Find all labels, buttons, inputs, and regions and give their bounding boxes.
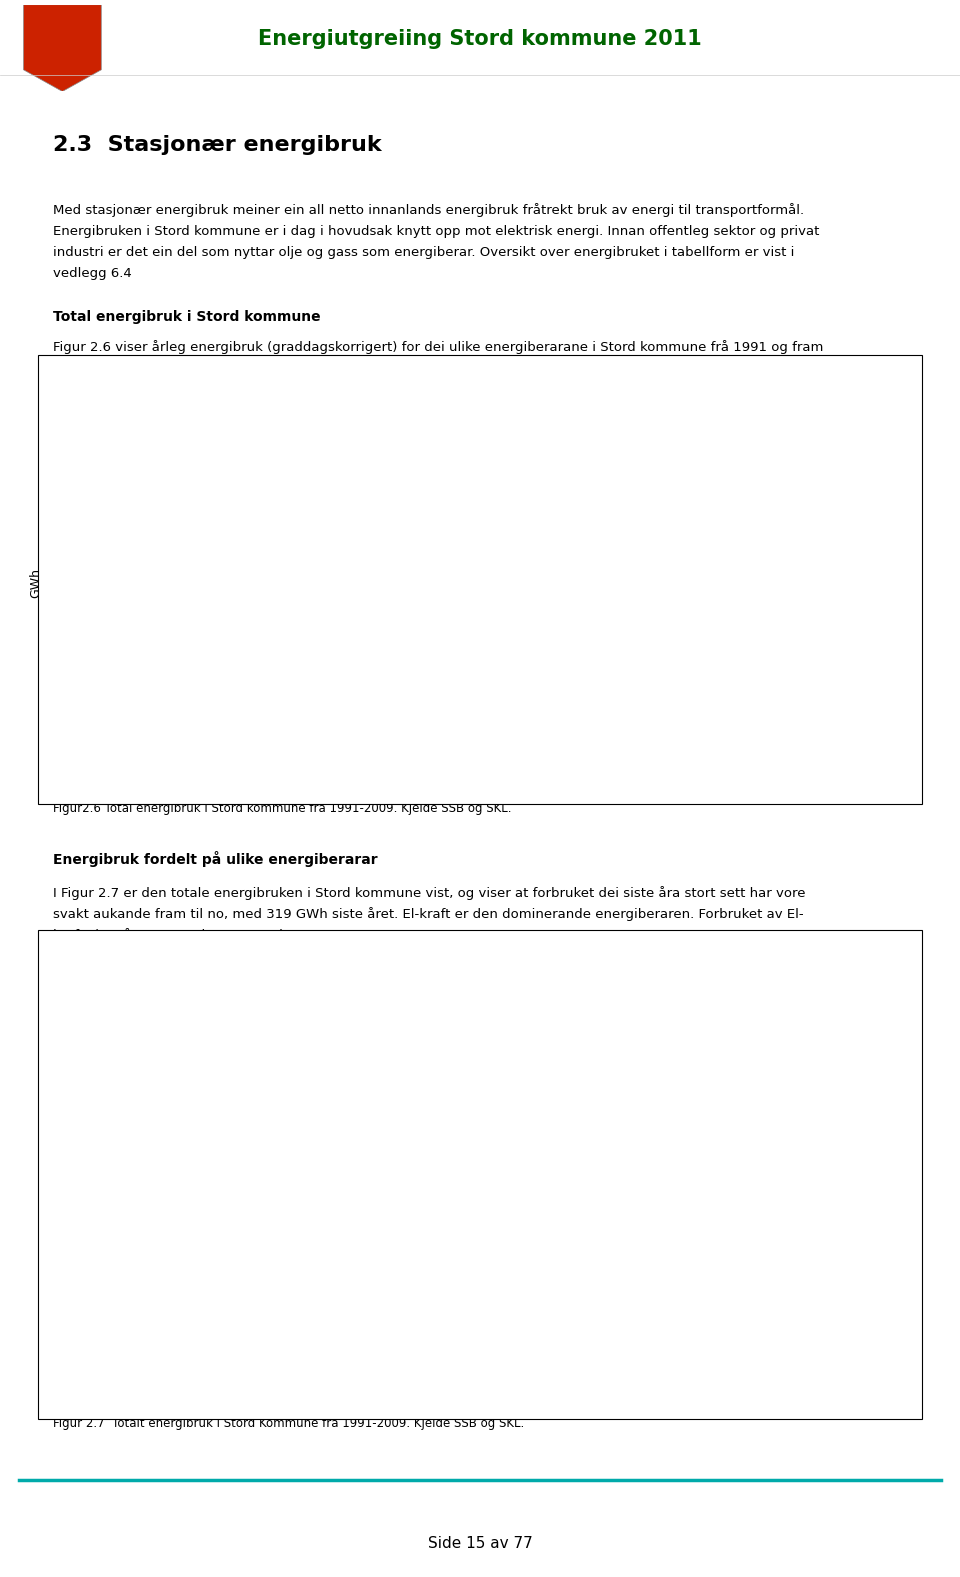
Bar xyxy=(197,432,206,773)
Bar xyxy=(497,762,507,773)
Bar xyxy=(735,735,776,759)
Text: El.kraft: El.kraft xyxy=(753,1269,797,1282)
Text: I Figur 2.7 er den totale energibruken i Stord kommune vist, og viser at forbruk: I Figur 2.7 er den totale energibruken i… xyxy=(53,886,805,899)
Text: Figur2.6 Total energibruk i Stord kommune frå 1991-2009. Kjelde SSB og SKL.: Figur2.6 Total energibruk i Stord kommun… xyxy=(53,801,512,815)
Text: Med stasjonær energibruk meiner ein all netto innanlands energibruk fråtrekt bru: Med stasjonær energibruk meiner ein all … xyxy=(53,203,804,216)
Bar xyxy=(207,440,217,773)
Text: svakt aukande fram til no, med 319 GWh siste året. El-kraft er den dominerande e: svakt aukande fram til no, med 319 GWh s… xyxy=(53,907,804,921)
Text: vedlegg 6.4: vedlegg 6.4 xyxy=(53,267,132,281)
Text: industri er det ein del som nyttar olje og gass som energiberar. Oversikt over e: industri er det ein del som nyttar olje … xyxy=(53,246,794,259)
Bar xyxy=(695,1192,739,1227)
Bar xyxy=(165,460,175,773)
Bar xyxy=(695,1058,739,1093)
Text: Figur 2.7  Totalt energibruk i Stord Kommune frå 1991-2009. Kjelde SSB og SKL.: Figur 2.7 Totalt energibruk i Stord Komm… xyxy=(53,1416,524,1430)
Bar xyxy=(611,744,620,773)
Bar xyxy=(735,550,776,574)
Text: 2005: 2005 xyxy=(791,591,821,604)
Y-axis label: GWh: GWh xyxy=(30,568,43,599)
Bar xyxy=(144,467,154,773)
Text: 2008: 2008 xyxy=(791,703,821,716)
Text: 1995: 1995 xyxy=(791,443,821,456)
Bar xyxy=(112,505,122,773)
Title: Totalforbruk fra ulike energiberarar i kommunen: Totalforbruk fra ulike energiberarar i k… xyxy=(195,371,612,386)
Text: 2000: 2000 xyxy=(791,481,821,494)
Text: til 2009.: til 2009. xyxy=(53,361,108,375)
Bar xyxy=(434,754,444,773)
FancyBboxPatch shape xyxy=(686,1049,896,1304)
Text: 2009: 2009 xyxy=(791,740,821,752)
Y-axis label: GWh: GWh xyxy=(47,1167,60,1199)
Text: Olje/parafin: Olje/parafin xyxy=(753,1135,826,1148)
Text: Energibruken i Stord kommune er i dag i hovudsak knytt opp mot elektrisk energi.: Energibruken i Stord kommune er i dag i … xyxy=(53,224,819,238)
Bar xyxy=(300,749,309,773)
Bar xyxy=(278,744,288,773)
Bar xyxy=(508,762,517,773)
Bar xyxy=(363,743,372,773)
Bar xyxy=(674,759,684,773)
Bar xyxy=(589,746,599,773)
Bar xyxy=(133,487,143,773)
Bar xyxy=(695,1126,739,1161)
Bar xyxy=(444,763,454,773)
Bar xyxy=(642,735,652,773)
Text: 2006: 2006 xyxy=(791,629,821,642)
Bar xyxy=(352,740,362,773)
Bar xyxy=(579,746,588,773)
Text: 2007: 2007 xyxy=(791,665,821,678)
Bar xyxy=(123,483,132,773)
Bar xyxy=(321,738,330,773)
Text: Energiutgreiing Stord kommune 2011: Energiutgreiing Stord kommune 2011 xyxy=(258,30,702,49)
FancyBboxPatch shape xyxy=(724,402,901,762)
Text: 2003: 2003 xyxy=(791,517,821,530)
Bar xyxy=(342,743,351,773)
Bar xyxy=(632,744,641,773)
Bar xyxy=(735,587,776,610)
Text: kraft siste året var omlag 265 GWh.: kraft siste året var omlag 265 GWh. xyxy=(53,929,292,941)
Text: 2004: 2004 xyxy=(791,555,821,568)
Text: Total energibruk i Stord kommune: Total energibruk i Stord kommune xyxy=(53,311,321,323)
Bar xyxy=(663,744,673,773)
Bar xyxy=(476,755,486,773)
Bar xyxy=(600,747,610,773)
Bar xyxy=(735,476,776,500)
Bar xyxy=(735,661,776,684)
Bar xyxy=(487,762,496,773)
Bar xyxy=(268,735,277,773)
Bar xyxy=(735,699,776,722)
Bar xyxy=(653,744,662,773)
Text: Biobrensel: Biobrensel xyxy=(753,1202,818,1214)
Bar xyxy=(176,460,185,773)
Text: Side 15 av 77: Side 15 av 77 xyxy=(427,1536,533,1552)
Bar xyxy=(735,438,776,462)
Bar xyxy=(695,1260,739,1295)
Bar xyxy=(735,402,776,426)
Title: Energibruk i kommunen - fordelt på energiberarar: Energibruk i kommunen - fordelt på energ… xyxy=(168,953,600,970)
Bar xyxy=(289,749,299,773)
Bar xyxy=(155,462,164,773)
Text: Figur 2.6 viser årleg energibruk (graddagskorrigert) for dei ulike energiberaran: Figur 2.6 viser årleg energibruk (gradda… xyxy=(53,341,823,353)
Bar xyxy=(331,741,341,773)
Bar xyxy=(735,513,776,536)
Text: Gass: Gass xyxy=(753,1068,782,1080)
Bar xyxy=(310,743,320,773)
Bar xyxy=(186,460,196,773)
Bar xyxy=(735,624,776,648)
Bar xyxy=(455,766,465,773)
Text: 1991: 1991 xyxy=(791,407,821,419)
Polygon shape xyxy=(23,5,101,91)
Text: 2.3  Stasjonær energibruk: 2.3 Stasjonær energibruk xyxy=(53,136,381,155)
Bar xyxy=(621,744,631,773)
Text: Energibruk fordelt på ulike energiberarar: Energibruk fordelt på ulike energiberara… xyxy=(53,852,377,867)
